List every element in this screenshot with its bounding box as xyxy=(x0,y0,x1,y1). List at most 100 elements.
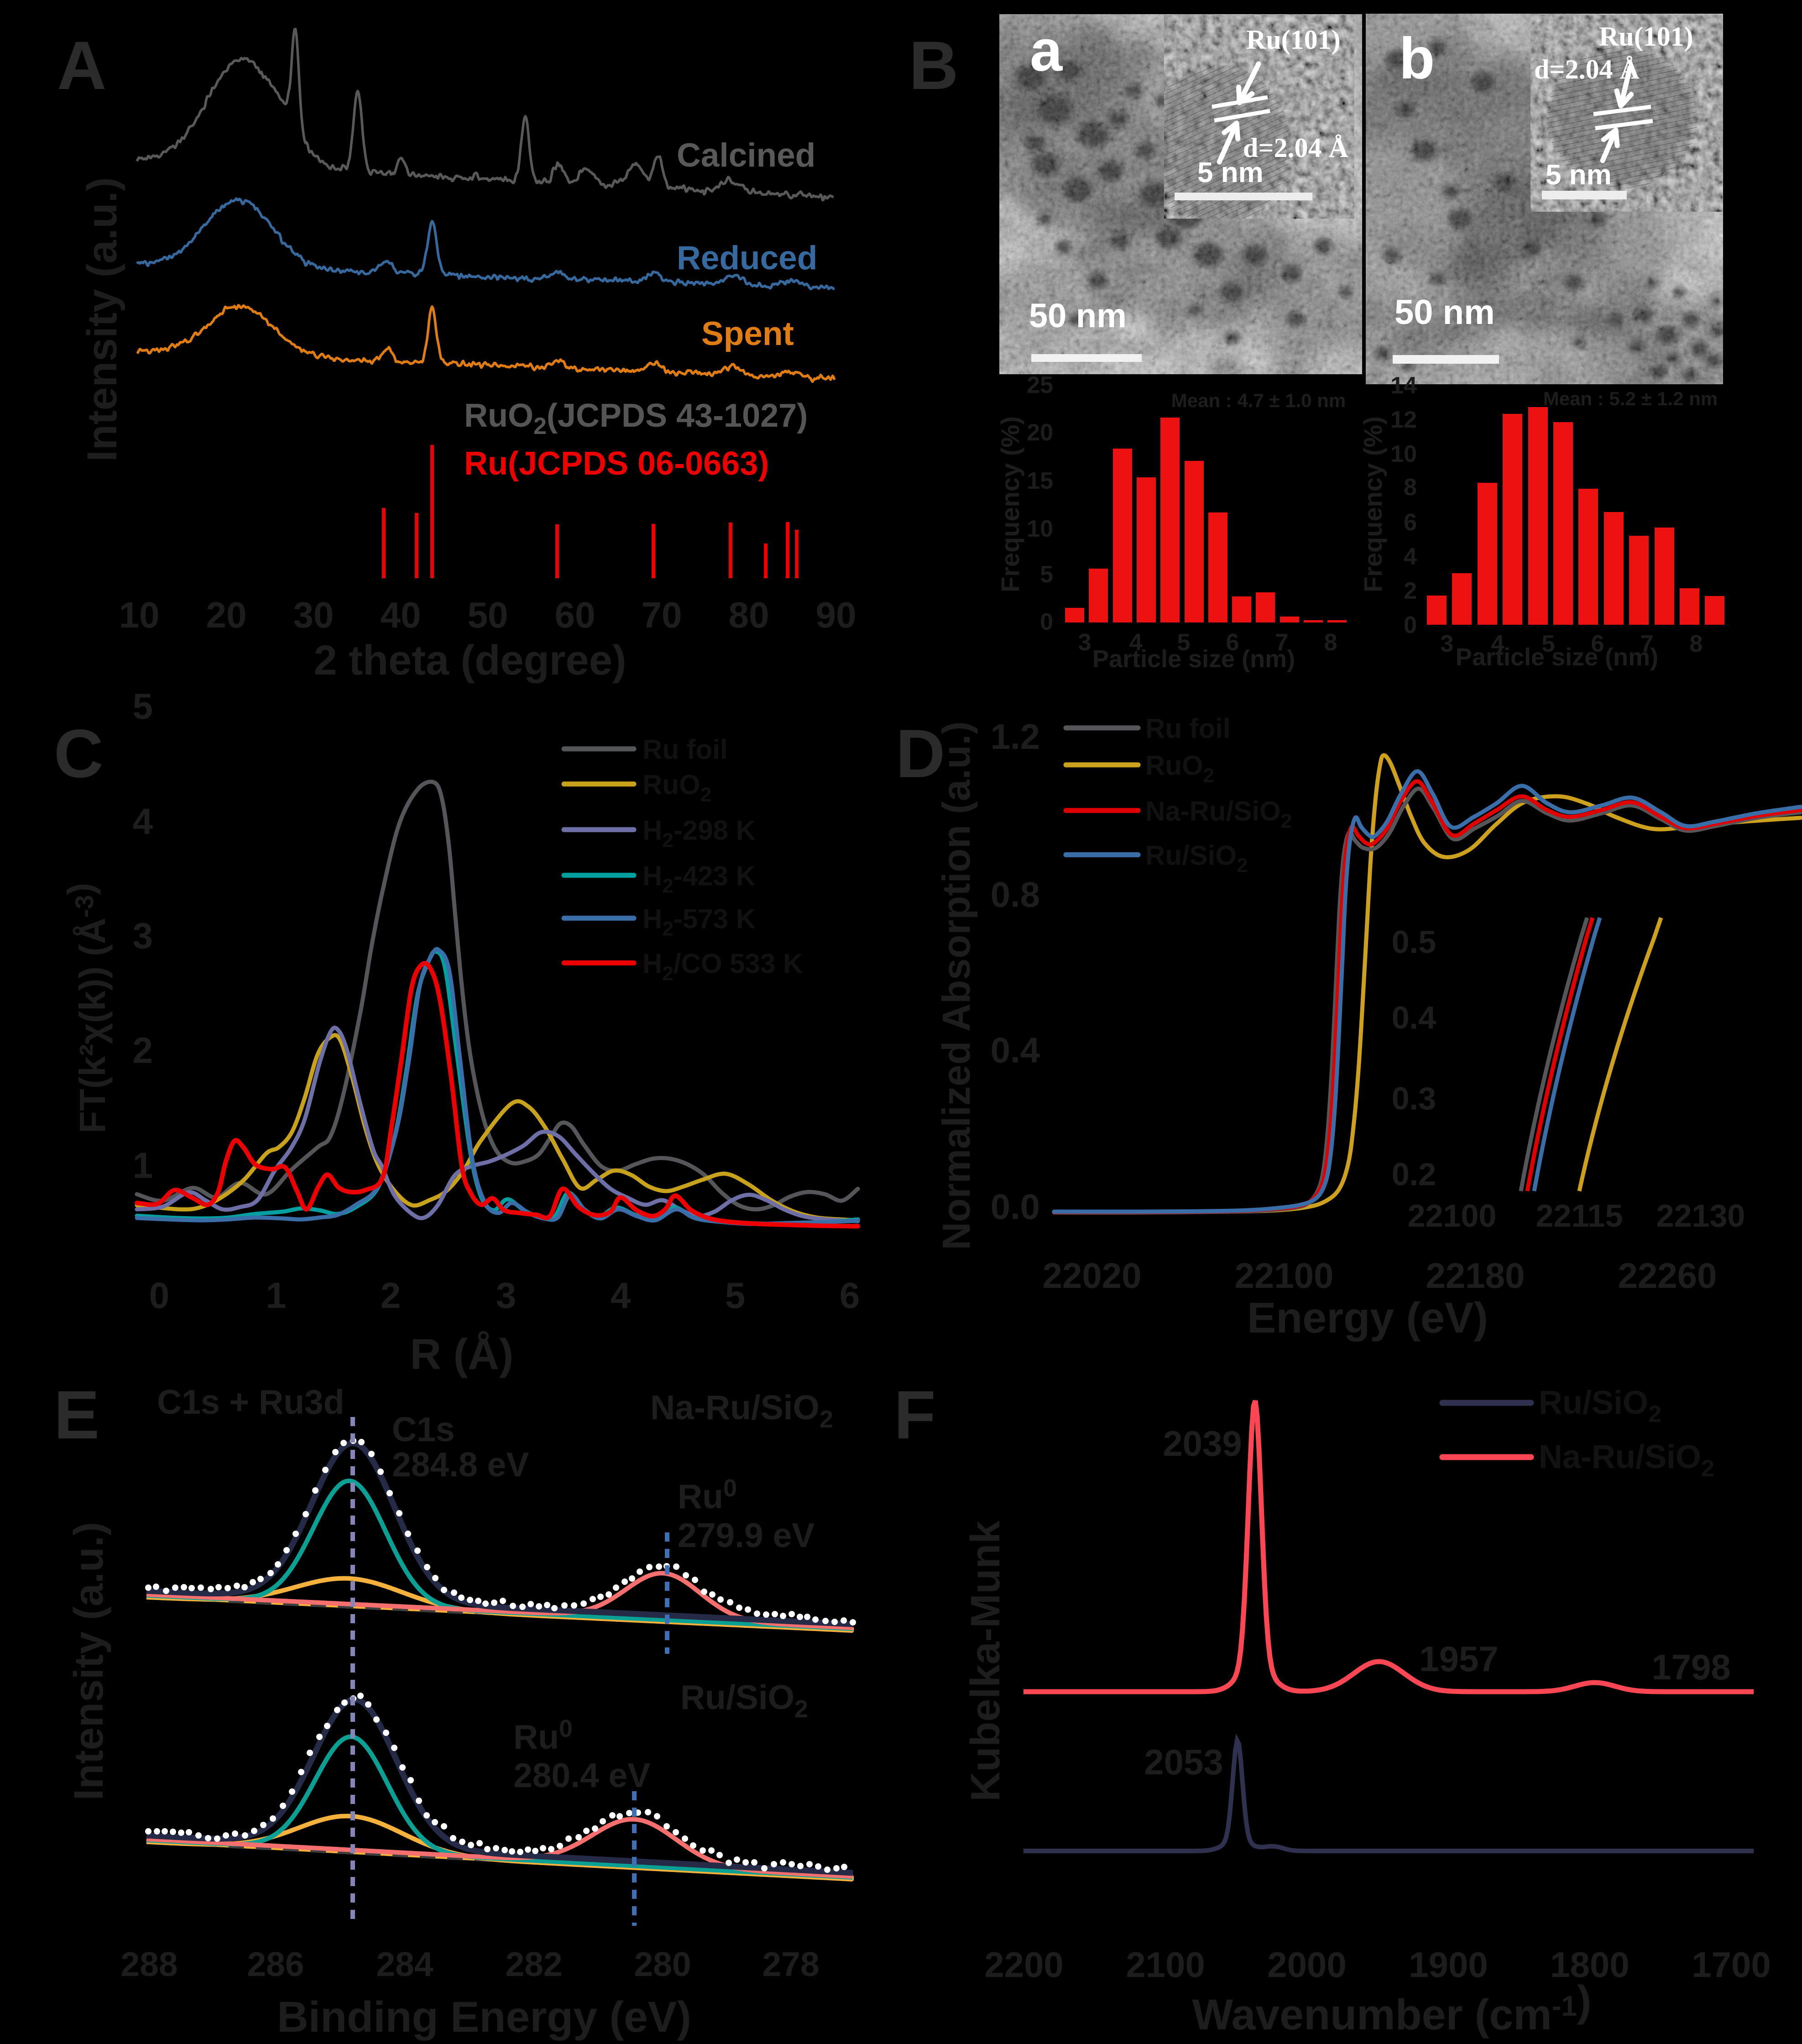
svg-text:d=2.04 Å: d=2.04 Å xyxy=(1534,54,1640,84)
svg-text:0: 0 xyxy=(149,1275,170,1316)
svg-text:3: 3 xyxy=(1078,629,1092,656)
svg-text:2039: 2039 xyxy=(1163,1423,1242,1464)
svg-text:2: 2 xyxy=(381,1275,401,1316)
svg-text:22130: 22130 xyxy=(1656,1198,1745,1234)
svg-text:3: 3 xyxy=(496,1275,517,1316)
svg-text:6: 6 xyxy=(1591,631,1604,657)
svg-text:284: 284 xyxy=(376,1945,433,1983)
svg-text:0.2: 0.2 xyxy=(1392,1156,1436,1192)
svg-text:6: 6 xyxy=(1404,509,1417,536)
svg-text:50 nm: 50 nm xyxy=(1395,293,1495,332)
svg-text:Ru(101): Ru(101) xyxy=(1246,25,1341,55)
svg-text:5: 5 xyxy=(1040,561,1053,588)
svg-text:Intensity (a.u.): Intensity (a.u.) xyxy=(79,177,125,462)
svg-text:7: 7 xyxy=(1640,631,1654,657)
svg-text:C1s: C1s xyxy=(392,1410,455,1448)
svg-text:15: 15 xyxy=(1027,468,1053,494)
svg-text:6: 6 xyxy=(840,1275,860,1316)
svg-text:2100: 2100 xyxy=(1126,1945,1205,1985)
svg-text:70: 70 xyxy=(642,595,682,635)
svg-text:Ru foil: Ru foil xyxy=(642,734,728,765)
svg-text:288: 288 xyxy=(120,1945,178,1983)
svg-text:5 nm: 5 nm xyxy=(1546,159,1612,191)
svg-text:5: 5 xyxy=(133,686,153,727)
svg-text:Calcined: Calcined xyxy=(677,137,815,174)
svg-text:279.9 eV: 279.9 eV xyxy=(678,1516,815,1554)
svg-text:a: a xyxy=(1030,18,1063,84)
svg-text:280.4 eV: 280.4 eV xyxy=(513,1756,650,1794)
svg-text:RuO2: RuO2 xyxy=(1145,750,1214,787)
svg-text:12: 12 xyxy=(1390,407,1417,433)
svg-text:286: 286 xyxy=(247,1945,304,1983)
svg-text:Energy (eV): Energy (eV) xyxy=(1247,1294,1488,1342)
svg-text:Na-Ru/SiO2: Na-Ru/SiO2 xyxy=(1145,796,1292,832)
svg-text:B: B xyxy=(909,27,958,104)
svg-text:4: 4 xyxy=(133,801,153,842)
svg-text:A: A xyxy=(57,27,106,104)
svg-text:D: D xyxy=(896,715,945,792)
svg-text:2 theta (degree): 2 theta (degree) xyxy=(313,637,626,684)
svg-text:22115: 22115 xyxy=(1536,1198,1623,1234)
svg-text:8: 8 xyxy=(1324,629,1337,656)
svg-text:Ru/SiO2: Ru/SiO2 xyxy=(680,1678,808,1723)
svg-text:3: 3 xyxy=(1441,631,1454,657)
svg-text:284.8 eV: 284.8 eV xyxy=(392,1445,529,1484)
svg-text:4: 4 xyxy=(611,1275,631,1316)
svg-text:20: 20 xyxy=(1027,419,1053,446)
svg-text:0.8: 0.8 xyxy=(991,874,1040,915)
svg-text:2200: 2200 xyxy=(984,1945,1064,1985)
svg-text:1900: 1900 xyxy=(1409,1945,1488,1985)
svg-text:1: 1 xyxy=(133,1145,153,1186)
svg-text:5: 5 xyxy=(1542,631,1555,657)
svg-text:0.3: 0.3 xyxy=(1392,1081,1436,1116)
svg-text:H2-573 K: H2-573 K xyxy=(642,904,756,940)
svg-text:Spent: Spent xyxy=(701,315,794,352)
svg-text:Na-Ru/SiO2: Na-Ru/SiO2 xyxy=(1539,1439,1714,1482)
svg-text:Particle size (nm): Particle size (nm) xyxy=(1456,643,1658,671)
svg-text:0.4: 0.4 xyxy=(1392,1000,1436,1035)
svg-text:20: 20 xyxy=(206,595,247,635)
svg-text:30: 30 xyxy=(293,595,334,635)
svg-text:Ru(101): Ru(101) xyxy=(1599,21,1693,52)
svg-text:1800: 1800 xyxy=(1550,1945,1630,1985)
svg-text:278: 278 xyxy=(762,1945,819,1983)
svg-text:22100: 22100 xyxy=(1235,1255,1334,1296)
svg-text:6: 6 xyxy=(1226,629,1239,656)
svg-text:280: 280 xyxy=(634,1945,691,1983)
svg-text:22180: 22180 xyxy=(1426,1255,1525,1296)
svg-text:2053: 2053 xyxy=(1144,1742,1223,1782)
svg-text:Ru/SiO2: Ru/SiO2 xyxy=(1539,1385,1661,1427)
svg-text:4: 4 xyxy=(1404,544,1417,570)
svg-text:22260: 22260 xyxy=(1618,1255,1717,1296)
svg-text:F: F xyxy=(894,1376,936,1453)
svg-text:Ru/SiO2: Ru/SiO2 xyxy=(1145,840,1248,877)
svg-text:d=2.04 Å: d=2.04 Å xyxy=(1243,133,1348,163)
svg-text:R (Å): R (Å) xyxy=(410,1330,514,1379)
svg-text:3: 3 xyxy=(133,915,153,956)
svg-text:1957: 1957 xyxy=(1419,1639,1499,1679)
svg-text:25: 25 xyxy=(1027,372,1053,398)
svg-text:Normalized Absorption (a.u.): Normalized Absorption (a.u.) xyxy=(935,721,978,1250)
svg-text:Particle size (nm): Particle size (nm) xyxy=(1092,645,1295,673)
svg-text:Reduced: Reduced xyxy=(677,240,817,277)
svg-text:22100: 22100 xyxy=(1408,1198,1497,1234)
svg-text:1700: 1700 xyxy=(1692,1945,1771,1985)
svg-text:0: 0 xyxy=(1040,609,1053,635)
svg-text:Binding Energy (eV): Binding Energy (eV) xyxy=(277,1993,691,2041)
svg-text:282: 282 xyxy=(505,1945,562,1983)
svg-text:Ru(JCPDS 06-0663): Ru(JCPDS 06-0663) xyxy=(464,445,769,482)
svg-text:0: 0 xyxy=(1404,612,1417,638)
svg-text:2000: 2000 xyxy=(1267,1945,1347,1985)
svg-text:50 nm: 50 nm xyxy=(1029,297,1127,335)
svg-text:Na-Ru/SiO2: Na-Ru/SiO2 xyxy=(650,1388,833,1433)
svg-text:5 nm: 5 nm xyxy=(1197,157,1264,188)
svg-text:80: 80 xyxy=(729,595,769,635)
svg-text:RuO2: RuO2 xyxy=(642,769,711,806)
svg-text:50: 50 xyxy=(468,595,508,635)
svg-text:4: 4 xyxy=(1491,631,1504,657)
svg-text:H2-298 K: H2-298 K xyxy=(642,815,756,852)
svg-text:8: 8 xyxy=(1404,474,1417,501)
svg-text:Intensity (a.u.): Intensity (a.u.) xyxy=(66,1522,112,1800)
svg-text:b: b xyxy=(1399,26,1435,91)
svg-text:H2-423 K: H2-423 K xyxy=(642,861,756,897)
